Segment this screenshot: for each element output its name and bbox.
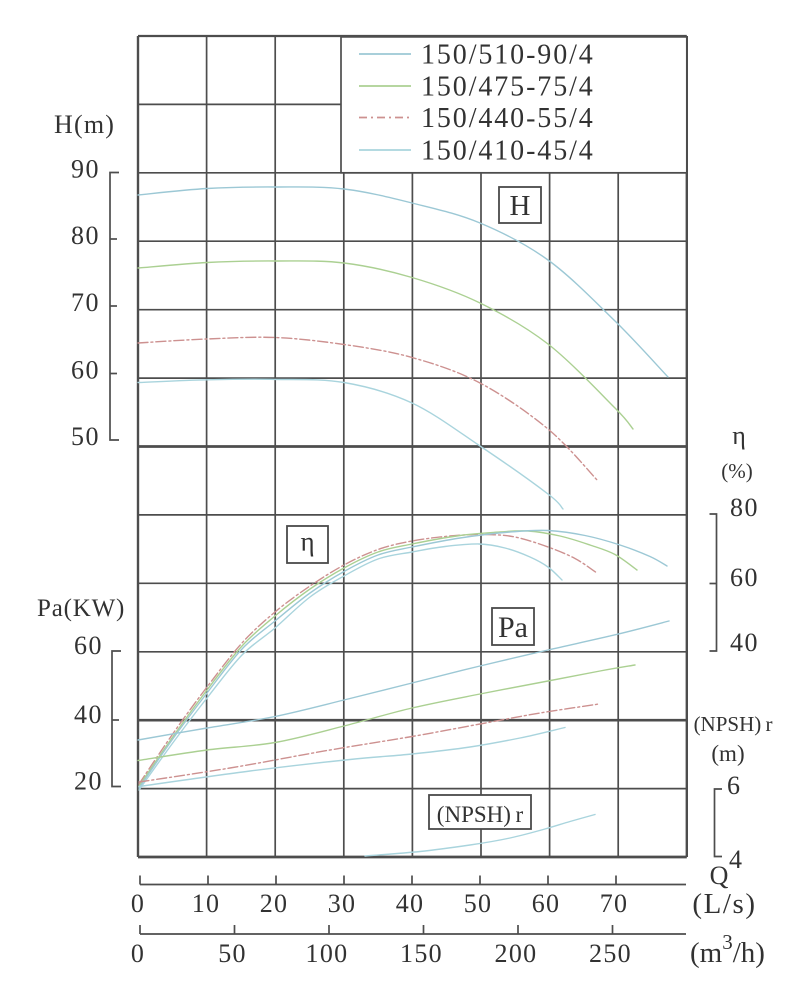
svg-text:250: 250 [589, 939, 632, 968]
svg-text:80: 80 [730, 493, 759, 522]
svg-text:150/510-90/4: 150/510-90/4 [421, 40, 595, 71]
svg-text:40: 40 [74, 700, 103, 729]
svg-text:90: 90 [71, 155, 100, 184]
svg-text:50: 50 [218, 939, 247, 968]
svg-text:150/475-75/4: 150/475-75/4 [421, 72, 595, 103]
svg-text:60: 60 [730, 563, 759, 592]
svg-text:(m): (m) [711, 741, 744, 766]
svg-text:η: η [732, 421, 746, 450]
svg-text:60: 60 [71, 356, 100, 385]
svg-text:4: 4 [729, 845, 742, 874]
svg-text:60: 60 [74, 631, 103, 660]
svg-text:(NPSH) r: (NPSH) r [694, 712, 773, 736]
svg-text:50: 50 [464, 889, 493, 918]
svg-text:Q: Q [710, 861, 729, 890]
svg-text:(L/s): (L/s) [692, 888, 756, 920]
svg-text:η: η [300, 527, 314, 557]
svg-text:100: 100 [306, 939, 349, 968]
svg-text:50: 50 [71, 422, 100, 451]
svg-text:70: 70 [71, 288, 100, 317]
svg-text:(NPSH) r: (NPSH) r [437, 802, 524, 827]
svg-text:40: 40 [730, 628, 759, 657]
svg-text:10: 10 [192, 889, 221, 918]
svg-text:80: 80 [71, 221, 100, 250]
svg-text:20: 20 [260, 889, 289, 918]
svg-text:150: 150 [400, 939, 443, 968]
svg-text:70: 70 [600, 889, 629, 918]
svg-text:40: 40 [396, 889, 425, 918]
svg-text:6: 6 [727, 771, 740, 800]
svg-text:200: 200 [495, 939, 538, 968]
svg-text:0: 0 [131, 939, 145, 968]
svg-text:20: 20 [74, 767, 103, 796]
svg-text:150/440-55/4: 150/440-55/4 [421, 103, 595, 134]
svg-text:30: 30 [328, 889, 357, 918]
svg-text:(%): (%) [721, 459, 752, 483]
svg-text:0: 0 [131, 889, 145, 918]
svg-text:H(m): H(m) [54, 110, 115, 139]
svg-text:60: 60 [532, 889, 561, 918]
svg-text:Pa(KW): Pa(KW) [37, 595, 125, 622]
svg-text:150/410-45/4: 150/410-45/4 [421, 136, 595, 167]
svg-text:Pa: Pa [498, 611, 528, 644]
svg-text:H: H [510, 190, 531, 222]
